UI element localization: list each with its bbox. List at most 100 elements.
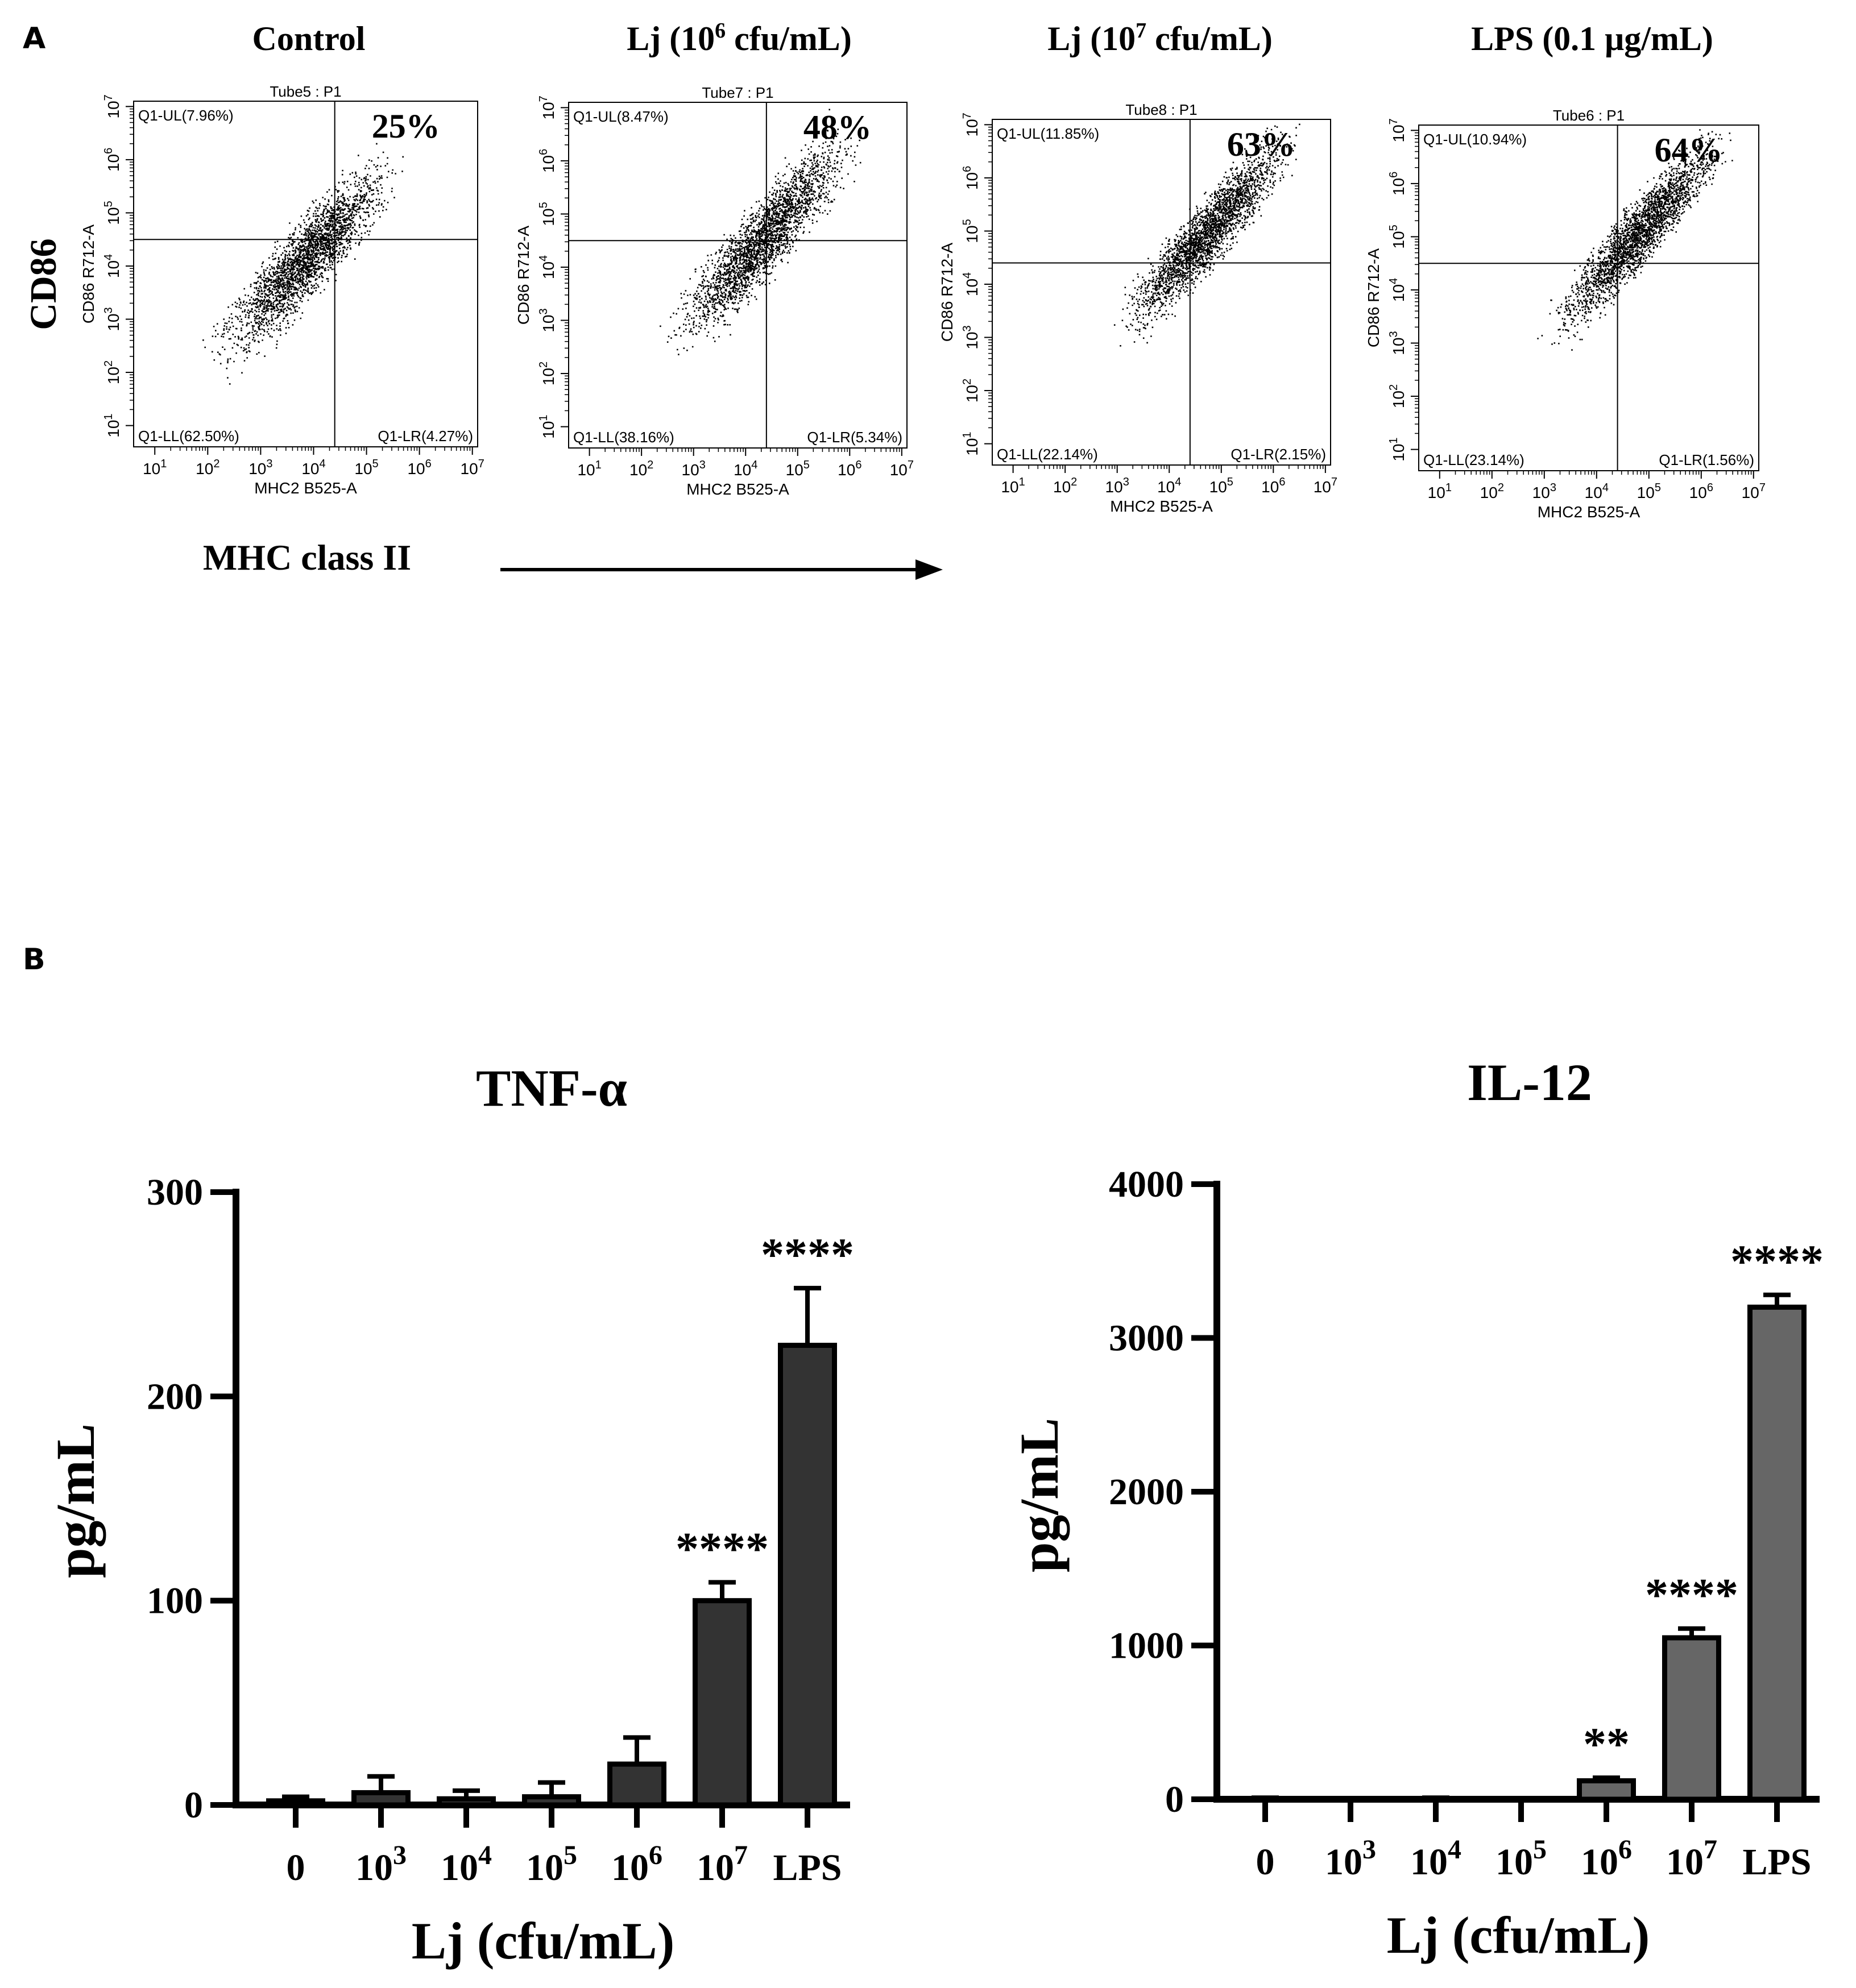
quadrant-ll-label-1: Q1-LL(38.16%) [573,429,674,446]
y-tick-label: 107 [961,113,981,136]
y-tick-label: 104 [537,255,557,279]
y-tick-base: 10 [540,421,557,439]
y-tick-label: 104 [961,272,981,296]
x-tick-exp: 5 [1227,476,1233,488]
x-tick-label: 103 [1532,482,1556,501]
x-tick-exp: 2 [647,459,653,471]
x-tick-base: 10 [1053,478,1071,496]
y-tick-exp: 3 [102,307,115,313]
x-tick-exp: 4 [478,1840,492,1870]
x-tick-base: 10 [1666,1841,1704,1883]
panel-a-label: A [23,22,45,56]
y-tick-label: 2000 [1109,1471,1184,1513]
y-tick-base: 10 [1390,231,1407,248]
x-tick-base: 0 [1256,1841,1275,1883]
x-tick-label: 101 [1428,482,1452,501]
y-tick-label: 100 [147,1580,203,1622]
flow-plot-xlabel-3: MHC2 B525-A [1538,503,1640,521]
x-tick-base: 10 [461,460,478,478]
x-tick-base: 10 [196,460,213,478]
y-tick-base: 10 [105,260,122,278]
y-tick-base: 10 [1390,337,1407,355]
x-tick-base: 10 [1585,484,1602,501]
x-tick-label: 107 [1742,482,1766,501]
chart-title-1: IL-12 [1467,1053,1592,1111]
y-tick-label: 106 [102,148,122,172]
x-tick-base: 10 [355,1847,393,1889]
x-tick-label: 103 [355,1840,407,1889]
significance-label: **** [1645,1569,1738,1621]
plot-title-lj-1e6-pre: Lj (10 [627,20,715,57]
quadrant-ul-label-2: Q1-UL(11.85%) [997,125,1099,142]
y-tick-base: 10 [963,438,981,456]
x-tick-base: 10 [1637,484,1655,501]
x-tick-label: 104 [1410,1835,1461,1883]
x-tick-label: 101 [577,459,601,479]
x-tick-base: 10 [890,461,908,479]
y-tick-base: 10 [1390,391,1407,408]
x-tick-label: 105 [1637,482,1661,501]
x-tick-label: 107 [1314,476,1337,496]
panel-a-y-axis-label: CD86 [23,238,64,330]
x-tick-base: 10 [1314,478,1331,496]
y-tick-label: 0 [1165,1779,1184,1820]
y-tick-base: 10 [963,119,981,136]
x-tick-label: LPS [773,1847,842,1889]
x-tick-base: 10 [629,461,647,479]
flow-dots-0 [202,143,404,385]
x-tick-exp: 4 [751,459,757,471]
flow-dots-3 [1537,129,1733,351]
x-tick-label: 104 [1157,476,1181,496]
y-tick-label: 101 [537,414,557,438]
panel-b-label: B [23,943,45,977]
bar [778,1343,837,1808]
flow-plot-tube-1: Tube7 : P1 [702,84,773,101]
y-tick-exp: 1 [537,414,550,421]
y-tick-base: 10 [1390,124,1407,142]
quadrant-ll-label-0: Q1-LL(62.50%) [138,428,239,445]
y-tick-exp: 1 [961,431,973,438]
y-tick-exp: 2 [537,362,550,368]
y-tick-exp: 6 [961,166,973,172]
x-tick-base: 10 [1428,484,1445,501]
y-tick-label: 107 [102,94,122,118]
flow-plot-xlabel-1: MHC2 B525-A [686,480,789,498]
y-tick-label: 4000 [1109,1164,1184,1205]
x-tick-exp: 1 [160,458,167,470]
y-tick-exp: 4 [961,272,973,279]
x-tick-label: 102 [1053,476,1077,496]
flow-plot-xlabel-0: MHC2 B525-A [254,479,357,497]
significance-label: **** [1730,1235,1824,1287]
x-tick-label: 0 [1256,1841,1275,1883]
chart-xlabel-1: Lj (cfu/mL) [1387,1906,1650,1964]
flow-plot-ylabel-1: CD86 R712-A [515,226,532,325]
x-tick-exp: 7 [478,458,484,470]
x-tick-exp: 6 [1707,482,1713,494]
flow-plot-0: Tube5 : P1 Q1-UL(7.96%) Q1-LL(62.50%) Q1-LR… [80,83,484,497]
y-tick-base: 10 [540,314,557,332]
x-tick-base: 10 [838,461,855,479]
plot-title-lj-1e7-pre: Lj (10 [1047,20,1136,57]
x-tick-label: 103 [1105,476,1129,496]
y-tick-exp: 3 [961,325,973,331]
y-tick-label: 103 [102,307,122,331]
x-tick-exp: 3 [1123,476,1129,488]
y-tick-exp: 3 [1387,331,1400,337]
x-tick-base: 10 [697,1847,734,1889]
y-tick-exp: 6 [102,148,115,154]
y-tick-base: 10 [1390,444,1407,462]
y-tick-base: 10 [540,262,557,279]
bar [693,1598,752,1808]
y-tick-base: 10 [105,313,122,331]
x-tick-exp: 1 [1019,476,1025,488]
y-tick-exp: 3 [537,308,550,314]
plot-title-lj-1e6-post: cfu/mL) [726,20,852,57]
x-tick-exp: 7 [1759,482,1766,494]
x-tick-label: 104 [734,459,757,479]
y-tick-exp: 5 [1387,225,1400,231]
flow-plot-ylabel-0: CD86 R712-A [80,225,97,324]
y-tick-label: 107 [537,96,557,119]
bar [522,1794,581,1808]
x-tick-label: 105 [1495,1835,1547,1883]
